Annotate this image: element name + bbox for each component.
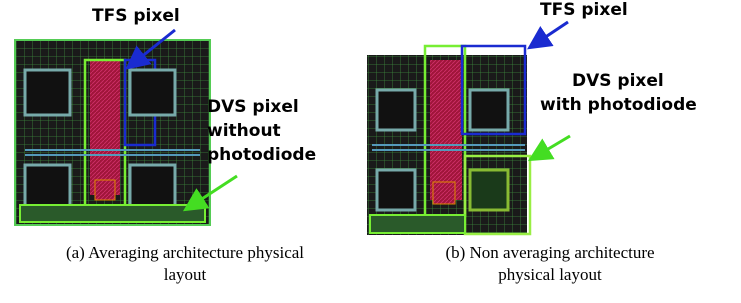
- layout-a: [15, 40, 210, 225]
- figure: TFS pixel DVS pixel without photodiode (…: [0, 0, 741, 303]
- caption: (b) Non averaging architecture: [445, 243, 654, 262]
- dvs-label: photodiode: [207, 145, 316, 165]
- dvs-label: DVS pixel: [572, 71, 664, 91]
- dvs-label: with photodiode: [540, 95, 697, 115]
- arrow: [533, 136, 570, 158]
- tfs-label: TFS pixel: [92, 6, 180, 26]
- arrow: [532, 22, 568, 46]
- dvs-label: DVS pixel: [207, 97, 299, 117]
- caption: physical layout: [498, 265, 602, 284]
- dvs-label: without: [207, 121, 281, 141]
- caption: (a) Averaging architecture physical: [66, 243, 304, 262]
- layout-b: [367, 46, 530, 235]
- caption: layout: [164, 265, 207, 284]
- tfs-label: TFS pixel: [540, 0, 628, 20]
